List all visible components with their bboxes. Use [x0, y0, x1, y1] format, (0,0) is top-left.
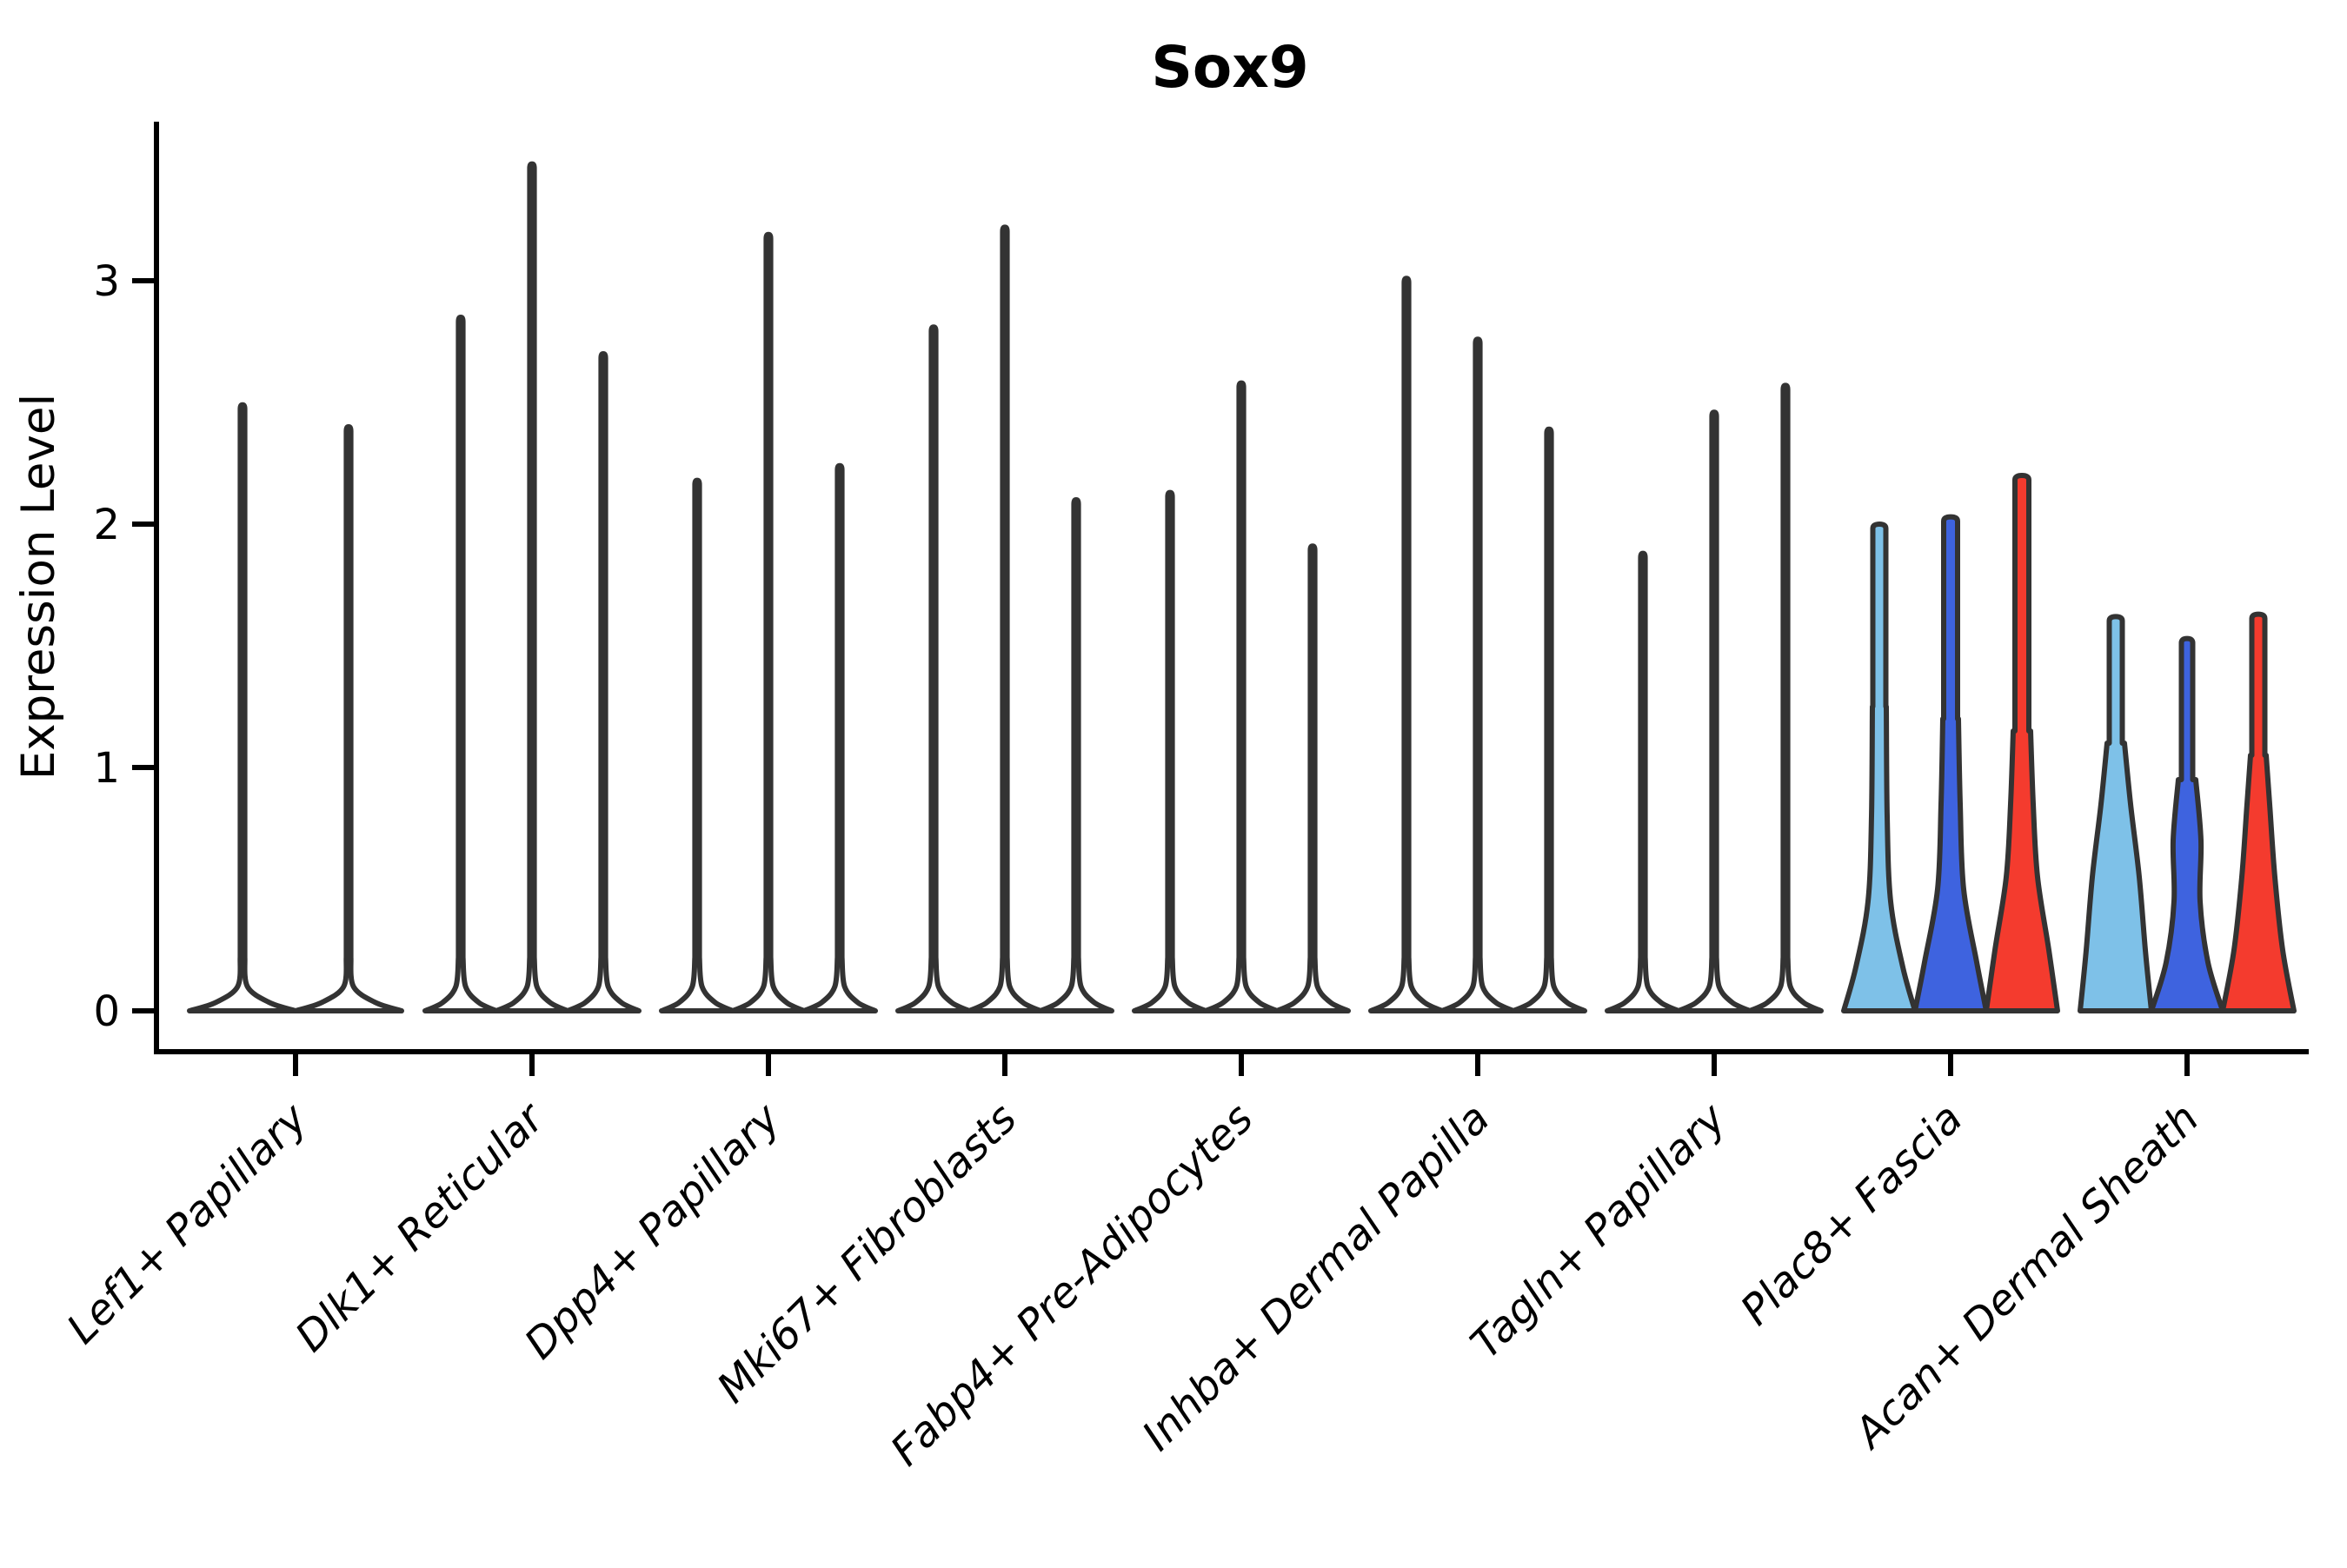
violin-1-2	[293, 424, 404, 1013]
violin-6-2	[1439, 336, 1516, 1013]
violin-9-1	[2078, 614, 2154, 1013]
violin-5-2	[1203, 380, 1280, 1013]
violin-2-3	[565, 351, 642, 1013]
violin-9-3	[2220, 611, 2297, 1013]
violin-8-3	[1984, 473, 2060, 1013]
violin-2-2	[494, 161, 570, 1013]
y-tick-label: 0	[93, 987, 120, 1036]
violin-8-2	[1912, 514, 1989, 1013]
y-tick-label: 3	[93, 257, 120, 306]
chart-title: Sox9	[1151, 34, 1308, 101]
violin-1-1	[187, 402, 298, 1013]
y-tick-label: 1	[93, 744, 120, 793]
y-tick-label: 2	[93, 501, 120, 549]
x-tick-label: Dpp4+ Papillary	[515, 1093, 790, 1368]
violin-7-3	[1747, 382, 1824, 1013]
x-tick-label: Plac8+ Fascia	[1732, 1094, 1972, 1335]
violin-7-1	[1605, 550, 1681, 1013]
violin-4-2	[967, 224, 1043, 1013]
violin-6-1	[1368, 276, 1445, 1013]
violin-8-1	[1841, 522, 1918, 1013]
violin-5-3	[1274, 543, 1351, 1013]
violin-4-1	[895, 324, 972, 1013]
violin-3-2	[730, 231, 807, 1013]
y-axis-label: Expression Level	[12, 394, 65, 780]
violin-3-1	[659, 477, 735, 1013]
violin-3-3	[801, 462, 878, 1013]
violin-9-2	[2149, 635, 2225, 1013]
violin-7-2	[1676, 409, 1752, 1013]
x-tick-label: Dlk1+ Reticular	[286, 1093, 555, 1362]
x-tick-label: Lef1+ Papillary	[57, 1093, 317, 1353]
violin-2-1	[422, 315, 499, 1013]
violin-6-3	[1511, 426, 1587, 1013]
violin-4-3	[1038, 497, 1114, 1013]
x-tick-label: Tagln+ Papillary	[1461, 1093, 1736, 1368]
violin-5-1	[1132, 489, 1208, 1013]
